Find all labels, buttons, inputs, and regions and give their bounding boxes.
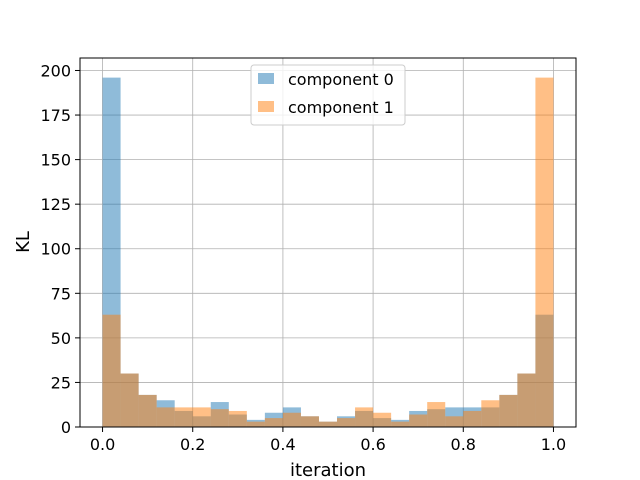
y-tick-label: 0: [61, 418, 71, 437]
bar-component-1-bin-5: [192, 407, 211, 427]
y-tick-label: 25: [51, 373, 71, 392]
bar-component-1-bin-19: [445, 416, 464, 427]
bar-component-1-bin-14: [355, 407, 374, 427]
bar-component-1-bin-4: [174, 407, 193, 427]
x-tick-label: 0.2: [180, 435, 205, 454]
y-tick-label: 175: [40, 106, 71, 125]
bar-component-1-bin-6: [210, 409, 229, 427]
bar-component-1-bin-15: [373, 412, 392, 427]
bar-component-1-bin-3: [156, 407, 175, 427]
bar-component-1-bin-18: [427, 402, 446, 427]
y-tick-label: 100: [40, 240, 71, 259]
series-component-1-bars: [102, 77, 554, 427]
bar-component-1-bin-1: [120, 373, 139, 427]
x-tick-label: 1.0: [541, 435, 566, 454]
bar-component-1-bin-17: [409, 414, 428, 427]
x-tick-label: 0.4: [270, 435, 295, 454]
legend-label-component-1: component 1: [288, 98, 394, 117]
plot-area-frame: [79, 57, 577, 428]
bar-component-1-bin-24: [535, 77, 554, 427]
bar-component-1-bin-22: [499, 394, 518, 427]
bar-component-1-bin-23: [517, 373, 536, 427]
bar-component-1-bin-13: [337, 418, 356, 427]
y-axis-label: KL: [13, 231, 34, 253]
bar-component-1-bin-0: [102, 314, 121, 427]
bar-component-1-bin-7: [228, 410, 247, 427]
x-axis-ticks: 0.0 0.2 0.4 0.6 0.8 1.0: [90, 427, 566, 454]
y-axis-ticks: 0 25 50 75 100 125 150 175 200: [40, 61, 80, 437]
legend-swatch-component-0: [258, 73, 274, 84]
bar-component-1-bin-11: [300, 416, 319, 427]
x-tick-label: 0.0: [90, 435, 115, 454]
legend: component 0 component 1: [250, 64, 406, 126]
bar-component-1-bin-10: [282, 412, 301, 427]
bar-component-1-bin-9: [264, 418, 283, 427]
legend-box: [250, 64, 406, 126]
bar-component-1-bin-16: [391, 421, 410, 427]
bar-component-1-bin-8: [246, 421, 265, 427]
bar-component-1-bin-21: [481, 400, 500, 427]
y-tick-label: 50: [51, 329, 71, 348]
x-tick-label: 0.8: [451, 435, 476, 454]
x-axis-label: iteration: [290, 460, 366, 480]
bar-component-1-bin-2: [138, 394, 157, 427]
y-tick-label: 150: [40, 151, 71, 170]
y-tick-label: 75: [51, 284, 71, 303]
y-tick-label: 200: [40, 61, 71, 80]
legend-swatch-component-1: [258, 101, 274, 112]
y-tick-label: 125: [40, 195, 71, 214]
bar-component-1-bin-20: [463, 410, 482, 427]
legend-label-component-0: component 0: [288, 70, 394, 89]
bar-component-1-bin-12: [318, 421, 338, 427]
x-tick-label: 0.6: [360, 435, 385, 454]
